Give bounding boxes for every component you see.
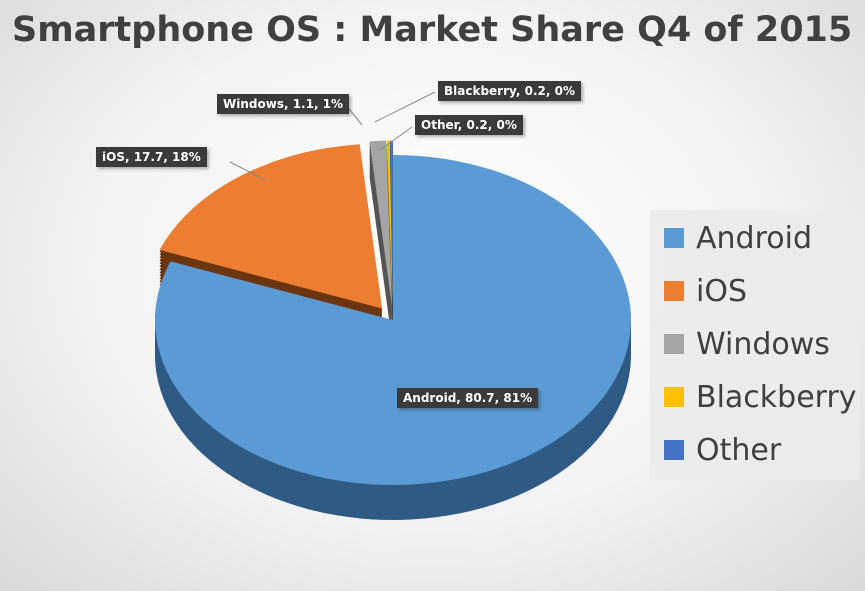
legend-item-windows: Windows: [664, 324, 830, 364]
data-label-ios: iOS, 17.7, 18%: [96, 147, 207, 167]
pie-slice-windows: [369, 140, 392, 306]
leader-line: [229, 161, 266, 181]
legend-swatch: [664, 440, 684, 460]
data-label-android: Android, 80.7, 81%: [397, 388, 539, 408]
legend-label: Windows: [696, 326, 830, 362]
legend-swatch: [664, 281, 684, 301]
legend-item-other: Other: [664, 430, 781, 470]
pie-slice-blackberry: [386, 140, 393, 306]
leader-line: [374, 91, 436, 123]
legend-item-android: Android: [664, 218, 812, 258]
legend-label: Android: [696, 220, 812, 256]
legend-item-blackberry: Blackberry: [664, 377, 857, 417]
pie-side-blackberry: [386, 145, 393, 311]
pie-side-blackberry: [386, 160, 393, 326]
legend-label: Other: [696, 432, 782, 468]
data-label-blackberry: Blackberry, 0.2, 0%: [438, 81, 582, 101]
data-label-other: Other, 0.2, 0%: [415, 115, 523, 135]
data-label-windows: Windows, 1.1, 1%: [217, 94, 350, 114]
pie-side-blackberry: [386, 148, 393, 314]
legend-item-ios: iOS: [664, 271, 747, 311]
leader-line: [379, 126, 413, 151]
pie-side-blackberry: [386, 157, 393, 323]
legend-swatch: [664, 334, 684, 354]
pie-side-blackberry: [386, 151, 393, 317]
chart-title: Smartphone OS : Market Share Q4 of 2015: [12, 10, 853, 50]
legend-label: Blackberry: [696, 379, 857, 415]
legend: Android iOS Windows Blackberry Other: [650, 210, 860, 480]
pie-side-blackberry: [386, 154, 393, 320]
legend-swatch: [664, 387, 684, 407]
pie-slice-ios: [159, 144, 383, 309]
legend-label: iOS: [696, 273, 747, 309]
pie-side-blackberry: [386, 142, 393, 308]
legend-swatch: [664, 228, 684, 248]
pie-slice-other: [389, 140, 393, 306]
